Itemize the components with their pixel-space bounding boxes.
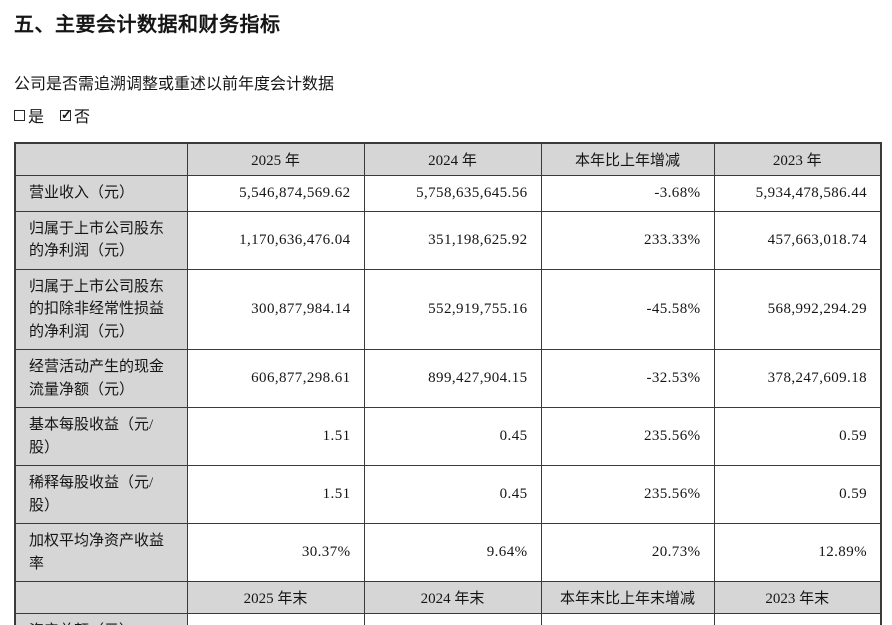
column-header-yearend-change: 本年末比上年末增减	[540, 581, 715, 614]
table-row-operating-revenue: 营业收入（元） 5,546,874,569.62 5,758,635,645.5…	[14, 175, 882, 212]
column-header-2025: 2025 年	[186, 142, 365, 176]
row-label: 加权平均净资产收益率	[14, 523, 188, 582]
cell-value-2024: 9.64%	[363, 523, 542, 582]
cell-value-2025: 300,877,984.14	[186, 268, 365, 350]
checkbox-checked-icon[interactable]	[60, 107, 72, 123]
cell-value-change: 17.75%	[540, 613, 715, 625]
cell-value-2025: 30.37%	[186, 523, 365, 582]
option-no-label: 否	[74, 109, 91, 126]
row-label: 归属于上市公司股东的扣除非经常性损益的净利润（元）	[14, 268, 188, 350]
page-title: 五、主要会计数据和财务指标	[14, 14, 281, 36]
column-header-2023-end: 2023 年末	[713, 581, 882, 614]
cell-value-change: -3.68%	[540, 175, 715, 212]
cell-value-2023: 0.59	[713, 407, 882, 466]
cell-value-2025: 606,877,298.61	[186, 349, 365, 408]
cell-value-change: -45.58%	[540, 268, 715, 350]
cell-value-2023: 457,663,018.74	[713, 210, 882, 270]
cell-value-2025: 5,546,874,569.62	[186, 175, 365, 212]
cell-value-2025: 1.51	[186, 407, 365, 466]
financial-indicators-table: 2025 年 2024 年 本年比上年增减 2023 年 营业收入（元） 5,5…	[14, 142, 882, 625]
cell-value-2023: 378,247,609.18	[713, 349, 882, 408]
option-yes[interactable]: 是	[14, 103, 44, 127]
cell-value-change: 235.56%	[540, 407, 715, 466]
table-header-row-year-end: 2025 年末 2024 年末 本年末比上年末增减 2023 年末	[14, 581, 882, 614]
cell-value-2023: 12,263,887,592.16	[713, 613, 882, 625]
option-no[interactable]: 否	[60, 103, 90, 127]
row-label: 归属于上市公司股东的净利润（元）	[14, 210, 188, 270]
cell-value-2025: 12,327,825,097.46	[186, 613, 365, 625]
cell-value-2023: 0.59	[713, 465, 882, 524]
cell-value-2024: 899,427,904.15	[363, 349, 542, 408]
checkbox-unchecked-icon[interactable]	[14, 109, 25, 121]
cell-value-change: 20.73%	[540, 523, 715, 582]
cell-value-change: -32.53%	[540, 349, 715, 408]
option-yes-label: 是	[28, 109, 45, 126]
cell-value-2024: 5,758,635,645.56	[363, 175, 542, 212]
column-header-2024-end: 2024 年末	[363, 581, 542, 614]
cell-value-2025: 1,170,636,476.04	[186, 210, 365, 270]
table-row-total-assets: 资产总额（元） 12,327,825,097.46 10,469,053,196…	[14, 613, 882, 625]
table-row-basic-eps: 基本每股收益（元/股） 1.51 0.45 235.56% 0.59	[14, 407, 882, 466]
row-label: 资产总额（元）	[14, 613, 188, 625]
cell-value-2023: 568,992,294.29	[713, 268, 882, 350]
table-row-net-profit-excl-nonrecurring: 归属于上市公司股东的扣除非经常性损益的净利润（元） 300,877,984.14…	[14, 268, 882, 350]
restatement-options: 是 否	[14, 103, 880, 127]
cell-value-2024: 10,469,053,196.69	[363, 613, 542, 625]
table-row-operating-cash-flow: 经营活动产生的现金流量净额（元） 606,877,298.61 899,427,…	[14, 349, 882, 408]
column-header-yoy-change: 本年比上年增减	[540, 142, 715, 176]
table-row-net-profit-attributable: 归属于上市公司股东的净利润（元） 1,170,636,476.04 351,19…	[14, 210, 882, 270]
cell-value-2023: 12.89%	[713, 523, 882, 582]
column-header-empty	[14, 142, 188, 176]
row-label: 基本每股收益（元/股）	[14, 407, 188, 466]
cell-value-2024: 0.45	[363, 407, 542, 466]
table-header-row-annual: 2025 年 2024 年 本年比上年增减 2023 年	[14, 142, 882, 176]
row-label: 营业收入（元）	[14, 175, 188, 212]
cell-value-2024: 351,198,625.92	[363, 210, 542, 270]
restatement-question: 公司是否需追溯调整或重述以前年度会计数据	[14, 76, 335, 93]
row-label: 稀释每股收益（元/股）	[14, 465, 188, 524]
cell-value-change: 235.56%	[540, 465, 715, 524]
column-header-2024: 2024 年	[363, 142, 542, 176]
row-label: 经营活动产生的现金流量净额（元）	[14, 349, 188, 408]
cell-value-change: 233.33%	[540, 210, 715, 270]
table-row-weighted-avg-roe: 加权平均净资产收益率 30.37% 9.64% 20.73% 12.89%	[14, 523, 882, 582]
cell-value-2025: 1.51	[186, 465, 365, 524]
cell-value-2024: 0.45	[363, 465, 542, 524]
column-header-empty	[14, 581, 188, 614]
table-row-diluted-eps: 稀释每股收益（元/股） 1.51 0.45 235.56% 0.59	[14, 465, 882, 524]
cell-value-2023: 5,934,478,586.44	[713, 175, 882, 212]
column-header-2025-end: 2025 年末	[186, 581, 365, 614]
column-header-2023: 2023 年	[713, 142, 882, 176]
cell-value-2024: 552,919,755.16	[363, 268, 542, 350]
